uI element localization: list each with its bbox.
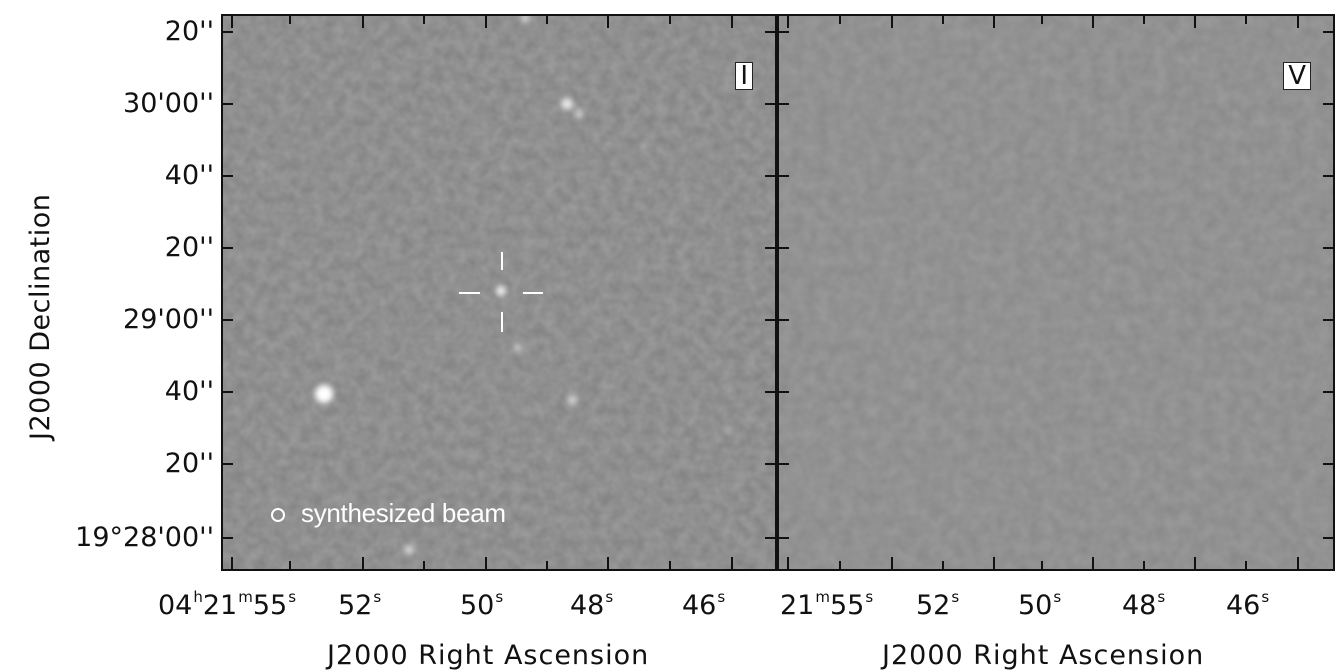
x-tick-label-left: 48s	[570, 588, 614, 621]
x-tick-label-right: 50s	[1018, 588, 1062, 621]
y-axis-title: J2000 Declination	[25, 193, 56, 440]
x-tick-label-left: 50s	[460, 588, 504, 621]
x-tick-label-left: 46s	[682, 588, 726, 621]
stokes-label-v: V	[1283, 62, 1311, 90]
y-tick-label: 20''	[164, 16, 214, 47]
y-tick-label: 29'00''	[123, 304, 214, 335]
target-crosshair	[459, 252, 543, 332]
x-tick-label-right: 52s	[916, 588, 960, 621]
radio-sources	[315, 16, 731, 555]
x-tick-label-right: 46s	[1226, 588, 1270, 621]
y-tick-label: 20''	[164, 232, 214, 263]
x-tick-label-right: 48s	[1122, 588, 1166, 621]
y-tick-label: 40''	[164, 160, 214, 191]
stokes-i-map-panel: I synthesized beam	[221, 14, 777, 571]
x-axis-title-left: J2000 Right Ascension	[327, 640, 650, 671]
x-tick-label-right: 21m55s	[780, 588, 874, 621]
x-tick-label-left: 04h21m55s	[158, 588, 297, 621]
stokes-v-image	[779, 16, 1333, 569]
synthesized-beam-ellipse	[271, 508, 285, 522]
beam-label: synthesized beam	[301, 498, 506, 528]
x-axis-title-right: J2000 Right Ascension	[882, 640, 1205, 671]
y-tick-label: 40''	[164, 376, 214, 407]
stokes-i-image	[223, 16, 775, 569]
y-tick-label: 20''	[164, 448, 214, 479]
x-tick-label-left: 52s	[338, 588, 382, 621]
stokes-v-map-panel: V	[777, 14, 1335, 571]
y-tick-label: 30'00''	[123, 88, 214, 119]
y-tick-label: 19°28'00''	[75, 522, 214, 553]
stokes-label-i: I	[735, 62, 753, 90]
